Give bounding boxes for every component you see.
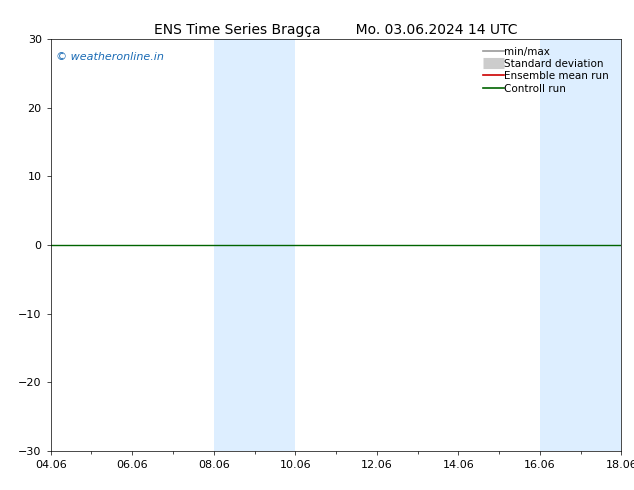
Legend: min/max, Standard deviation, Ensemble mean run, Controll run: min/max, Standard deviation, Ensemble me… <box>481 45 616 96</box>
Bar <box>254 39 295 451</box>
Bar <box>581 39 621 451</box>
Title: ENS Time Series Bragça        Mo. 03.06.2024 14 UTC: ENS Time Series Bragça Mo. 03.06.2024 14… <box>154 23 518 37</box>
Text: © weatheronline.in: © weatheronline.in <box>56 51 164 62</box>
Bar <box>214 39 254 451</box>
Bar <box>540 39 581 451</box>
